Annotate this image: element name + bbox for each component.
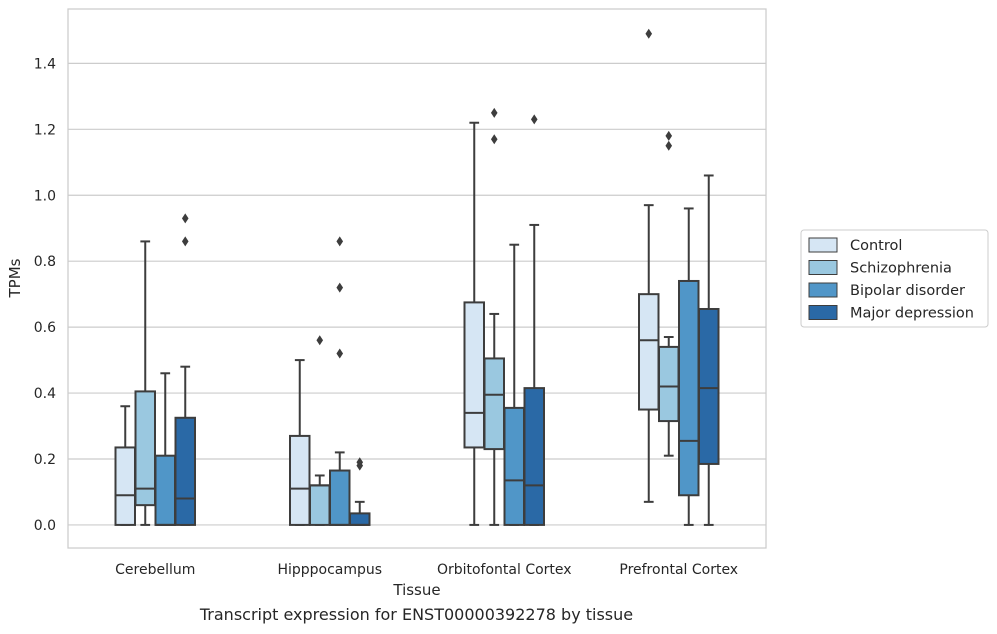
box-body bbox=[523, 387, 545, 526]
outlier-point bbox=[665, 130, 673, 141]
outlier-point bbox=[316, 335, 324, 346]
box-body bbox=[638, 293, 660, 411]
box-body bbox=[678, 279, 700, 497]
box-bipolar-disorder bbox=[503, 243, 525, 526]
box-body bbox=[658, 345, 680, 423]
box-major-depression bbox=[349, 457, 371, 526]
outlier-point bbox=[181, 236, 189, 247]
box-body bbox=[174, 416, 196, 526]
box-control bbox=[114, 405, 136, 526]
box-schizophrenia bbox=[483, 107, 505, 526]
box-body bbox=[483, 357, 505, 451]
y-tick-labels: 0.0 0.2 0.4 0.6 0.8 1.0 1.2 1.4 bbox=[34, 56, 56, 534]
box-control bbox=[289, 359, 311, 526]
x-tick-labels: Cerebellum Hipppocampus Orbitofontal Corte… bbox=[115, 562, 738, 578]
x-tick-label: Cerebellum bbox=[115, 562, 195, 578]
outlier-point bbox=[645, 28, 653, 39]
y-tick-label: 0.2 bbox=[34, 452, 56, 468]
box-body bbox=[289, 434, 311, 526]
x-tick-label: Orbitofontal Cortex bbox=[437, 562, 572, 578]
box-body bbox=[134, 390, 156, 507]
plot-frame bbox=[67, 8, 767, 549]
outlier-point bbox=[336, 236, 344, 247]
y-tick-label: 0.6 bbox=[34, 320, 56, 336]
legend-label: Schizophrenia bbox=[850, 261, 952, 277]
box-schizophrenia bbox=[134, 240, 156, 526]
box-schizophrenia bbox=[309, 335, 331, 526]
outlier-point bbox=[336, 282, 344, 293]
outlier-point bbox=[356, 457, 364, 468]
box-bipolar-disorder bbox=[154, 372, 176, 526]
legend-swatch bbox=[808, 282, 838, 298]
box-schizophrenia bbox=[658, 130, 680, 457]
y-tick-label: 1.2 bbox=[34, 122, 56, 138]
box-bipolar-disorder bbox=[329, 236, 351, 526]
chart-caption: Transcript expression for ENST0000039227… bbox=[199, 605, 634, 624]
outlier-point bbox=[181, 213, 189, 224]
legend-frame bbox=[800, 229, 989, 328]
box-body bbox=[463, 301, 485, 449]
x-tick-label: Prefrontal Cortex bbox=[619, 562, 738, 578]
box-body bbox=[309, 484, 331, 526]
legend-swatch bbox=[808, 260, 838, 275]
legend-label: Control bbox=[850, 238, 902, 254]
box-major-depression bbox=[523, 114, 545, 526]
y-tick-label: 1.0 bbox=[34, 188, 56, 204]
y-axis-label: TPMs bbox=[6, 258, 24, 298]
y-tick-label: 0.0 bbox=[34, 518, 56, 534]
outlier-point bbox=[665, 140, 673, 151]
outlier-point bbox=[490, 134, 498, 145]
outlier-point bbox=[490, 107, 498, 118]
legend-swatch bbox=[808, 237, 838, 253]
box-major-depression bbox=[698, 174, 720, 526]
box-major-depression bbox=[174, 213, 196, 526]
box-bipolar-disorder bbox=[678, 207, 700, 526]
box-control bbox=[463, 121, 485, 526]
legend-swatch bbox=[808, 305, 838, 320]
box-body bbox=[503, 406, 525, 526]
x-tick-label: Hipppocampus bbox=[277, 562, 382, 578]
box-body bbox=[698, 307, 720, 465]
box-control bbox=[638, 28, 660, 503]
box-body bbox=[154, 454, 176, 526]
x-axis-label: Tissue bbox=[392, 581, 440, 599]
box-body bbox=[349, 512, 371, 526]
outlier-point bbox=[336, 348, 344, 359]
box-body bbox=[329, 469, 351, 526]
outlier-point bbox=[530, 114, 538, 125]
legend: Control Schizophrenia Bipolar disorder Majo… bbox=[800, 229, 989, 328]
box-body bbox=[114, 446, 136, 526]
legend-label: Bipolar disorder bbox=[850, 283, 965, 299]
y-tick-label: 0.8 bbox=[34, 254, 56, 270]
box-series bbox=[114, 28, 720, 526]
y-tick-label: 0.4 bbox=[34, 386, 56, 402]
y-tick-label: 1.4 bbox=[34, 56, 56, 72]
legend-label: Major depression bbox=[850, 306, 974, 322]
